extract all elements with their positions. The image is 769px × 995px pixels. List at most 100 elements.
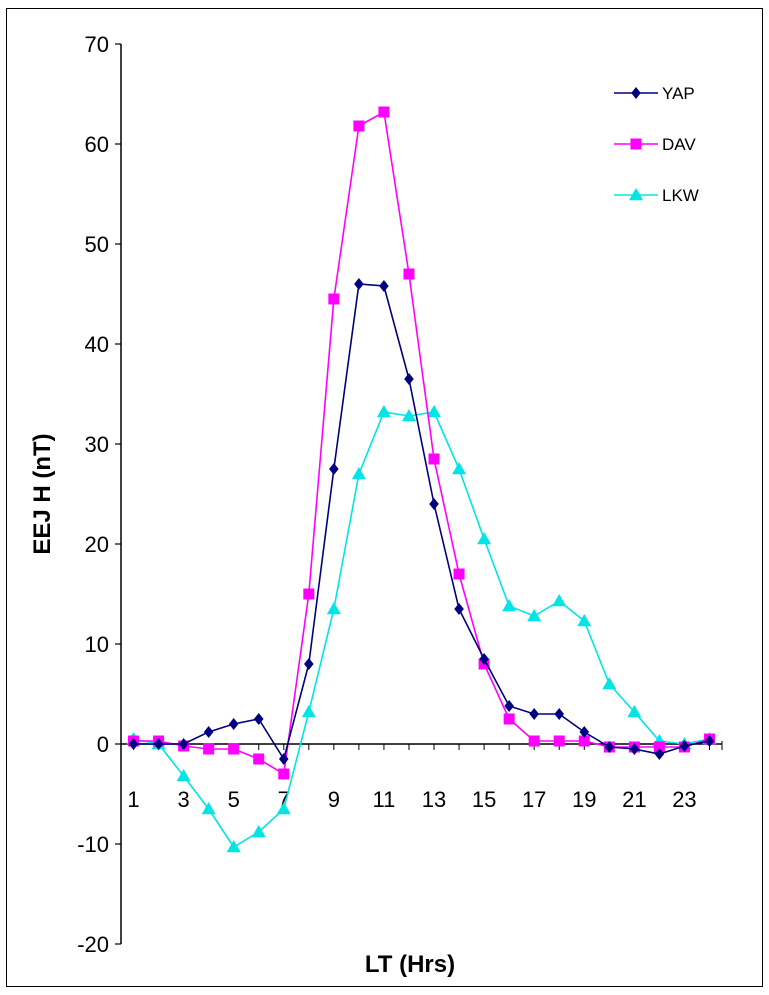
- data-point: [303, 588, 315, 600]
- data-point: [529, 708, 539, 720]
- data-point: [403, 268, 415, 280]
- x-tick-label: 23: [672, 787, 696, 812]
- legend-label: DAV: [662, 135, 696, 154]
- y-tick-label: 10: [85, 632, 109, 657]
- data-point: [354, 278, 364, 290]
- data-point: [276, 802, 291, 815]
- data-point: [379, 280, 389, 292]
- data-point: [203, 743, 215, 755]
- data-point: [428, 453, 440, 465]
- x-tick-label: 21: [622, 787, 646, 812]
- data-point: [401, 409, 416, 422]
- data-point: [503, 713, 515, 725]
- y-tick-label: 40: [85, 332, 109, 357]
- data-point: [578, 735, 590, 747]
- data-point: [328, 293, 340, 305]
- x-axis: 1 3 5 7 9 11 13 15 17 19 21 23: [121, 741, 723, 812]
- data-point: [477, 532, 492, 545]
- series-layer: [126, 106, 717, 853]
- legend-item-lkw: LKW: [614, 186, 699, 205]
- data-point: [404, 373, 414, 385]
- data-point: [329, 463, 339, 475]
- x-tick-label: 5: [228, 787, 240, 812]
- data-point: [253, 753, 265, 765]
- data-point: [602, 677, 617, 690]
- series-line: [133, 411, 710, 849]
- data-point: [604, 741, 615, 753]
- data-point: [376, 405, 391, 418]
- x-axis-title: LT (Hrs): [365, 951, 455, 978]
- series-line: [133, 283, 710, 761]
- data-point: [176, 769, 191, 782]
- data-point: [326, 602, 341, 615]
- data-point: [153, 738, 164, 750]
- data-point: [226, 840, 241, 853]
- y-axis-title: EEJ H (nT): [29, 433, 56, 554]
- series-lkw: [126, 405, 717, 853]
- y-tick-label: 70: [85, 32, 109, 57]
- data-point: [301, 705, 316, 718]
- legend: YAP DAV LKW: [614, 84, 699, 205]
- data-point: [527, 609, 542, 622]
- data-point: [178, 738, 189, 750]
- data-point: [629, 743, 640, 755]
- data-point: [453, 568, 465, 580]
- data-point: [577, 614, 592, 627]
- data-point: [228, 743, 240, 755]
- y-tick-label: 30: [85, 432, 109, 457]
- y-tick-label: 60: [85, 132, 109, 157]
- data-point: [579, 726, 590, 738]
- legend-label: LKW: [662, 186, 699, 205]
- data-point: [201, 802, 216, 815]
- data-point: [552, 594, 567, 607]
- data-point: [203, 726, 214, 738]
- data-point: [278, 768, 290, 780]
- data-point: [228, 718, 239, 730]
- data-point: [427, 405, 442, 418]
- data-point: [504, 700, 514, 712]
- x-tick-label: 1: [127, 787, 139, 812]
- x-tick-label: 11: [373, 787, 396, 812]
- data-point: [253, 713, 264, 725]
- data-point: [278, 753, 289, 765]
- y-tick-label: 20: [85, 532, 109, 557]
- data-point: [429, 498, 439, 510]
- data-point: [554, 708, 565, 720]
- data-point: [627, 705, 642, 718]
- legend-marker: [630, 138, 642, 150]
- data-point: [351, 467, 366, 480]
- data-point: [353, 120, 365, 132]
- x-tick-label: 19: [572, 787, 596, 812]
- y-axis: -20 -10 0 10 20 30 40 50 60 70: [77, 32, 122, 957]
- legend-marker: [631, 87, 641, 99]
- x-tick-label: 9: [328, 787, 340, 812]
- chart-frame: [6, 8, 763, 987]
- x-tick-label: 13: [422, 787, 446, 812]
- data-point: [553, 735, 565, 747]
- x-tick-label: 17: [522, 787, 546, 812]
- data-point: [679, 740, 690, 752]
- data-point: [704, 735, 715, 747]
- data-point: [454, 603, 464, 615]
- series-yap: [128, 278, 715, 765]
- legend-marker: [629, 188, 643, 201]
- x-tick-label: 15: [472, 787, 496, 812]
- data-point: [251, 825, 266, 838]
- y-tick-label: -10: [77, 832, 109, 857]
- data-point: [502, 599, 517, 612]
- y-tick-label: 50: [85, 232, 109, 257]
- legend-label: YAP: [662, 84, 695, 103]
- data-point: [528, 735, 540, 747]
- legend-item-yap: YAP: [614, 84, 695, 103]
- data-point: [304, 658, 314, 670]
- data-point: [378, 106, 390, 118]
- data-point: [452, 462, 467, 475]
- data-point: [479, 653, 489, 665]
- y-tick-label: 0: [97, 732, 109, 757]
- data-point: [653, 741, 665, 753]
- x-tick-label: 7: [278, 787, 290, 812]
- legend-item-dav: DAV: [614, 135, 696, 154]
- data-point: [128, 738, 139, 750]
- x-tick-label: 3: [177, 787, 189, 812]
